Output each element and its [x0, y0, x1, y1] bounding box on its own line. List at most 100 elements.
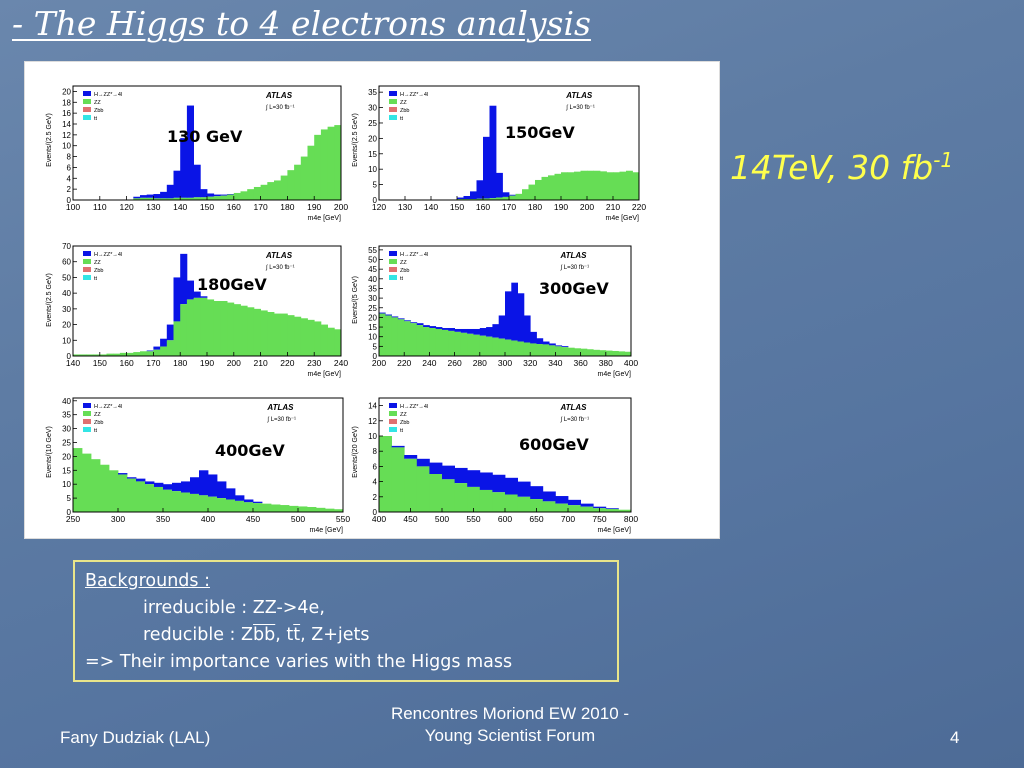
zz-bar [294, 164, 302, 200]
x-tick-label: 130 [146, 202, 160, 212]
legend-swatch [389, 267, 397, 272]
legend-entry: tt [94, 428, 98, 434]
legend-entry: ZZ [400, 100, 407, 106]
zz-bar [605, 508, 619, 512]
legend-swatch [83, 115, 91, 120]
zz-bar [133, 352, 141, 356]
signal-bar [127, 477, 137, 479]
y-tick-label: 55 [368, 246, 377, 255]
legend-entry: ZZ [94, 412, 101, 418]
y-tick-label: 4 [67, 174, 72, 183]
x-tick-label: 750 [592, 514, 606, 524]
signal-bar [385, 314, 392, 316]
zz-bar [166, 198, 174, 200]
zz-bar [133, 198, 141, 200]
histogram-4: 200 220 240 260 280 300 320 340 360 380 4000510152… [352, 245, 638, 378]
x-tick-label: 500 [291, 514, 305, 524]
zz-bar [79, 354, 87, 356]
signal-bar [244, 499, 254, 503]
x-tick-label: 160 [120, 358, 134, 368]
y-tick-label: 20 [62, 87, 71, 96]
y-tick-label: 10 [62, 480, 71, 489]
zz-bar [287, 315, 295, 356]
zz-bar [316, 507, 326, 512]
signal-bar [133, 196, 141, 199]
zz-bar [561, 347, 569, 356]
zz-bar [492, 492, 506, 512]
signal-bar [470, 191, 477, 200]
x-tick-label: 380 [599, 358, 613, 368]
zz-bar [233, 192, 241, 200]
signal-bar [391, 445, 405, 448]
zz-bar [173, 197, 181, 200]
zz-bar [118, 474, 128, 512]
luminosity-label: ∫ L=30 fb⁻¹ [265, 264, 295, 271]
signal-bar [492, 324, 500, 338]
x-tick-label: 150 [450, 202, 464, 212]
signal-bar [166, 324, 174, 341]
zz-bar [274, 313, 282, 356]
y-axis-label: Events/(2.5 GeV) [46, 113, 53, 167]
y-axis-label: Events/(2.5 GeV) [352, 113, 359, 167]
signal-bar [208, 474, 218, 497]
irreducible-line: irreducible : ZZ->4e, [143, 598, 325, 618]
zz-bar [429, 474, 443, 512]
zz-bar [227, 194, 235, 200]
y-tick-label: 50 [62, 273, 71, 282]
zz-bar [154, 486, 164, 512]
signal-bar [173, 170, 181, 198]
x-tick-label: 220 [397, 358, 411, 368]
x-tick-label: 200 [227, 358, 241, 368]
y-axis-label: Events/(10 GeV) [46, 426, 53, 478]
legend-swatch [83, 411, 91, 416]
zz-bar [548, 175, 555, 200]
zz-bar [127, 478, 137, 512]
y-tick-label: 15 [368, 323, 377, 332]
slide-title: - The Higgs to 4 electrons analysis [12, 4, 591, 43]
signal-bar [404, 455, 418, 459]
zz-bar [160, 346, 168, 356]
zz-bar [574, 348, 581, 356]
x-tick-label: 140 [66, 358, 80, 368]
signal-bar [483, 136, 490, 199]
reducible-bb: bb [253, 625, 276, 645]
y-tick-label: 10 [368, 432, 377, 441]
x-tick-label: 200 [580, 202, 594, 212]
x-tick-label: 700 [561, 514, 575, 524]
zz-bar [193, 197, 201, 200]
zz-bar [199, 495, 209, 512]
y-tick-label: 35 [368, 284, 377, 293]
y-tick-label: 8 [67, 153, 72, 162]
zz-bar [186, 197, 194, 200]
x-tick-label: 190 [307, 202, 321, 212]
zz-bar [423, 327, 430, 356]
y-tick-label: 30 [368, 294, 377, 303]
y-tick-label: 20 [368, 134, 377, 143]
zz-bar [429, 328, 437, 356]
y-tick-label: 6 [67, 163, 72, 172]
atlas-label: ATLAS [265, 251, 293, 260]
signal-bar [163, 484, 173, 490]
zz-bar [181, 492, 191, 512]
y-tick-label: 25 [62, 438, 71, 447]
reducible-tbar: t [293, 625, 301, 645]
legend-entry: ZZ [400, 412, 407, 418]
zz-bar [486, 336, 493, 356]
signal-bar [136, 478, 146, 482]
x-axis-label: m4e [GeV] [308, 215, 342, 222]
zz-bar [580, 170, 588, 200]
x-tick-label: 360 [574, 358, 588, 368]
zz-bar [253, 186, 261, 200]
zz-bar [334, 125, 342, 200]
x-tick-label: 550 [466, 514, 480, 524]
zz-bar [542, 501, 556, 512]
signal-bar [580, 503, 594, 507]
legend-swatch [389, 107, 397, 112]
x-tick-label: 340 [548, 358, 562, 368]
signal-bar [454, 328, 462, 332]
zz-bar [208, 496, 218, 512]
zz-bar [227, 302, 235, 356]
legend-entry: Zbb [400, 268, 409, 274]
x-tick-label: 300 [111, 514, 125, 524]
zz-bar [410, 323, 418, 356]
